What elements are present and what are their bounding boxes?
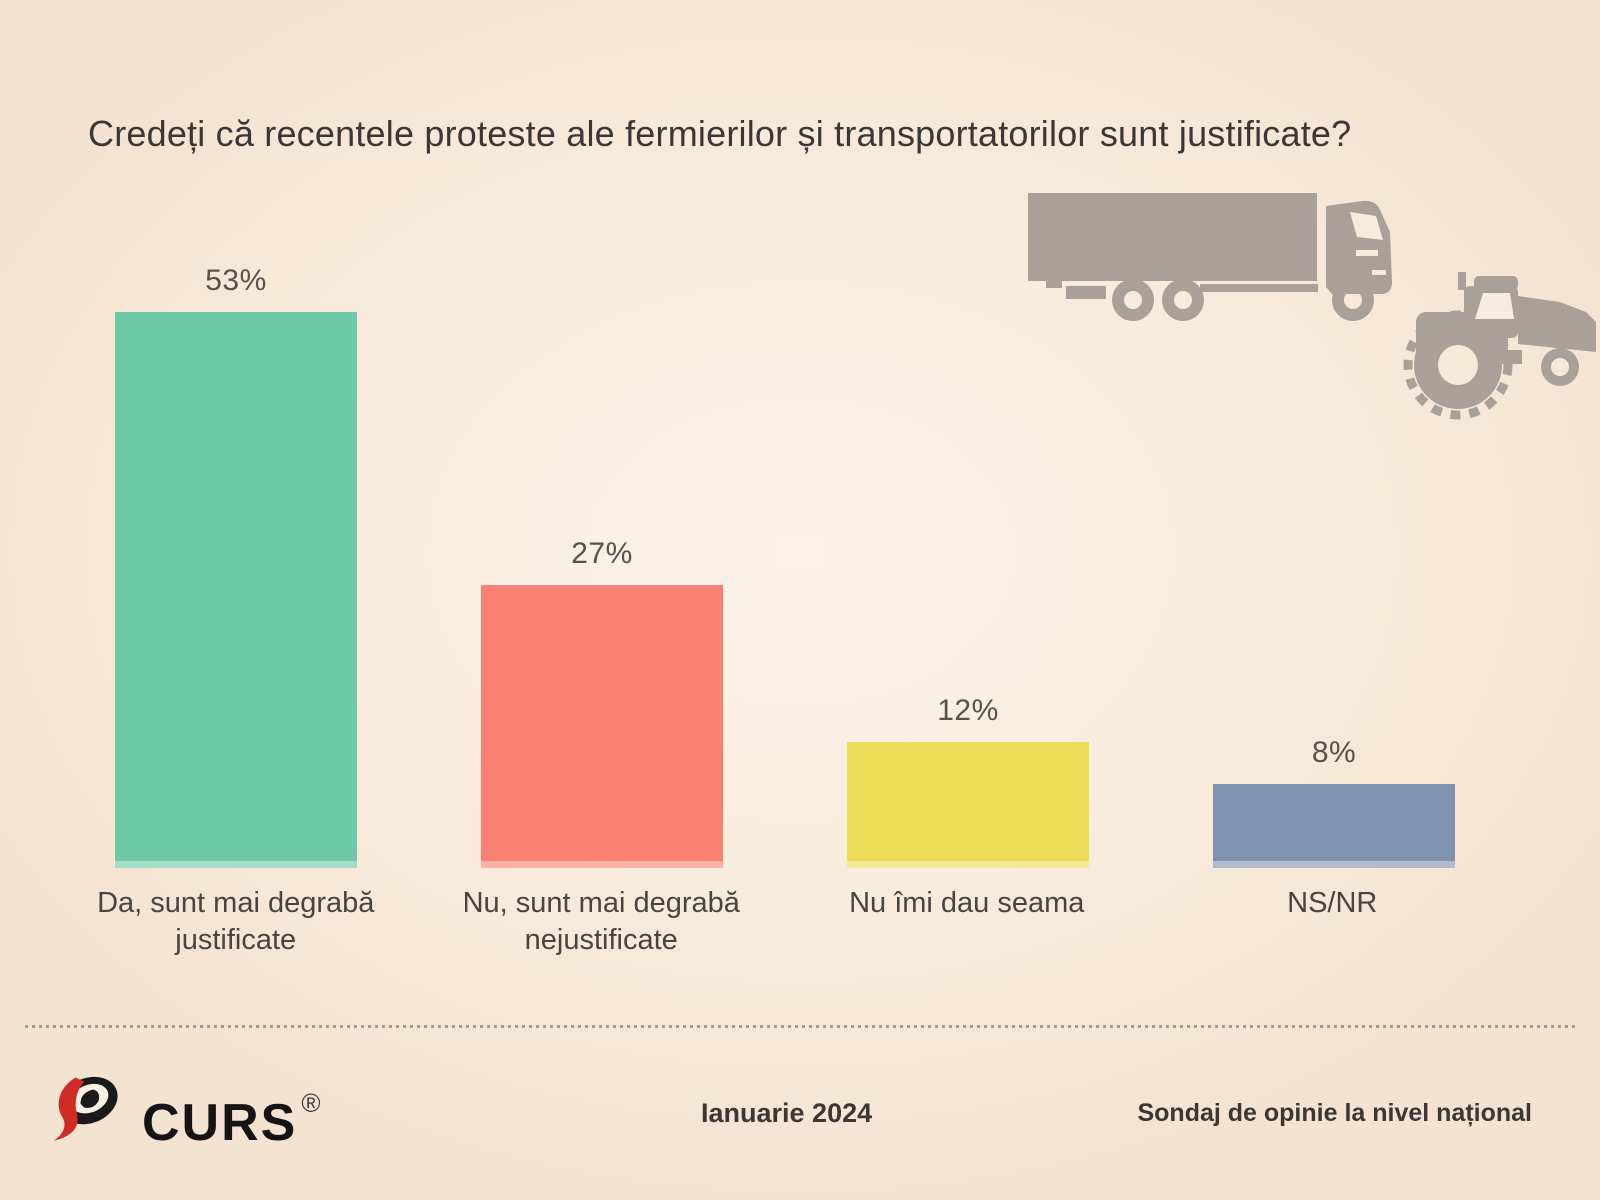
registered-mark: ®	[301, 1088, 323, 1118]
category-label: NS/NR	[1287, 887, 1378, 919]
truck-icon	[1028, 193, 1392, 321]
category-labels: Da, sunt mai degrabă justificate Nu, sun…	[53, 885, 1515, 959]
footer: CURS ® Ianuarie 2024 Sondaj de opinie la …	[48, 1058, 1532, 1168]
bar-group-nu-imi-dau-seama: 12%	[847, 260, 1089, 868]
vehicles-illustration	[1020, 190, 1600, 425]
category-label: Nu, sunt mai degrabă nejustificate	[462, 887, 740, 957]
value-label: 8%	[1311, 736, 1357, 769]
footer-note: Sondaj de opinie la nivel național	[1137, 1098, 1532, 1127]
footer-date: Ianuarie 2024	[701, 1097, 873, 1128]
value-label: 12%	[937, 694, 999, 727]
bar-nu-imi-dau-seama	[847, 742, 1089, 868]
curs-logo-icon	[53, 1076, 118, 1141]
bar-group-nsnr: 8%	[1213, 260, 1455, 868]
bar-group-nejustificate: 27%	[481, 260, 723, 868]
truck-tractor-graphic	[1028, 193, 1596, 420]
bar-nejustificate	[481, 584, 723, 868]
bar-justificate	[115, 311, 357, 868]
curs-logo: CURS ®	[48, 1061, 323, 1165]
tractor-icon	[1403, 272, 1596, 420]
bar-group-justificate: 53%	[115, 260, 357, 868]
value-label: 27%	[571, 536, 633, 570]
bar-nsnr	[1213, 784, 1455, 868]
curs-logo-text: CURS ®	[142, 1088, 323, 1152]
divider	[25, 1025, 1575, 1028]
chart-title: Credeți că recentele proteste ale fermie…	[88, 113, 1352, 154]
bar-chart: 53% 27% 12% 8%	[115, 260, 1455, 868]
value-label: 53%	[205, 263, 267, 297]
category-label: Da, sunt mai degrabă justificate	[97, 887, 375, 957]
category-label: Nu îmi dau seama	[849, 887, 1085, 919]
